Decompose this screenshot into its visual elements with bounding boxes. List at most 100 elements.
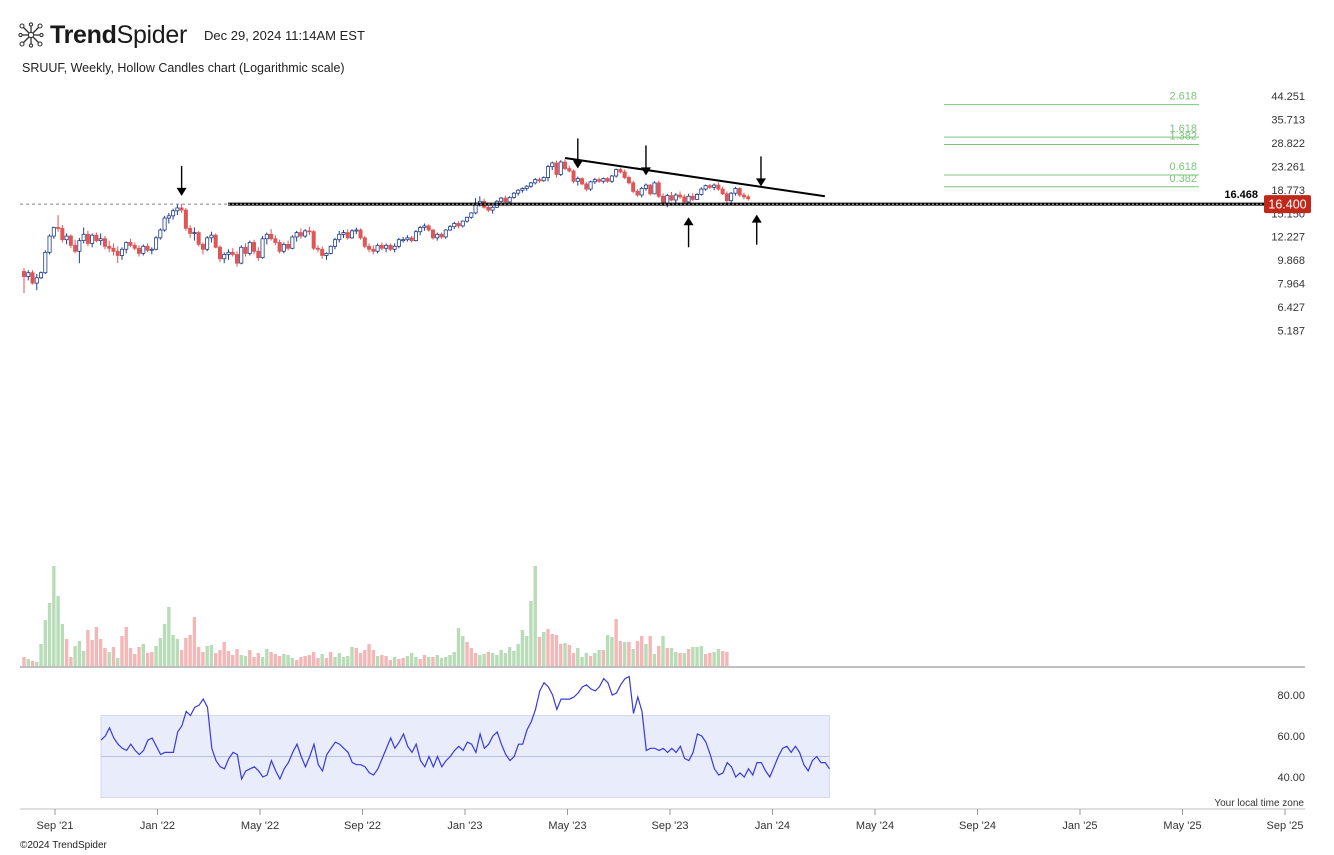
candle-body: [354, 229, 359, 232]
volume-bar: [444, 657, 448, 666]
candle-body: [490, 206, 495, 211]
volume-bar: [367, 644, 371, 666]
rsi-line: [100, 675, 830, 781]
volume-bar: [520, 630, 525, 666]
candle-body: [405, 237, 410, 241]
time-axis-tick: May '25: [1163, 820, 1201, 832]
volume-bar: [226, 651, 231, 666]
candle-body: [528, 182, 533, 187]
volume-bar: [661, 636, 665, 666]
candle-body: [682, 196, 687, 203]
candle-body: [401, 239, 406, 242]
candle-body: [188, 227, 193, 234]
volume-bar: [465, 642, 469, 666]
volume-bar: [243, 656, 248, 666]
brand-name-strong: Trend: [50, 20, 117, 49]
volume-bar: [635, 641, 640, 666]
candle-body: [452, 223, 457, 228]
volume-bar: [337, 653, 341, 666]
candle-body: [733, 188, 738, 194]
volume-bar: [265, 649, 269, 666]
price-axis-tick: 44.251: [1271, 91, 1305, 103]
volume-bar: [580, 657, 584, 666]
candle-body: [73, 244, 78, 252]
volume-bar: [30, 661, 35, 666]
candle-body: [486, 206, 491, 211]
volume-bar: [576, 648, 580, 666]
candle-body: [439, 233, 444, 238]
volume-bar: [499, 650, 503, 666]
volume-bar: [461, 636, 465, 666]
volume-bar: [201, 652, 205, 666]
candle-body: [469, 212, 474, 218]
up-arrow-head: [683, 217, 694, 226]
candle-body: [337, 233, 342, 241]
candle-body: [652, 182, 657, 195]
candle-body: [690, 195, 695, 200]
candle-body: [695, 194, 700, 200]
candle-body: [332, 239, 337, 247]
volume-bar: [597, 650, 601, 666]
candle-body: [149, 248, 154, 251]
candle-body: [213, 234, 218, 248]
volume-bar: [507, 647, 512, 666]
volume-bar: [529, 601, 533, 666]
volume-bar: [167, 607, 171, 666]
price-axis-tick: 9.868: [1277, 255, 1305, 267]
candle-body: [102, 238, 107, 247]
candle-body: [631, 182, 636, 192]
volume-bar: [282, 654, 286, 666]
candle-body: [422, 225, 427, 228]
volume-bar: [354, 648, 358, 666]
candle-body: [183, 209, 188, 229]
time-axis-tick: May '22: [241, 820, 279, 832]
volume-bar: [682, 653, 686, 666]
candle-body: [558, 161, 563, 175]
volume-bar: [456, 628, 461, 666]
brand-logo: TrendSpider: [18, 20, 187, 50]
volume-bar: [252, 657, 256, 666]
volume-bar: [448, 655, 452, 666]
candle-body: [277, 242, 282, 252]
last-price-tag: [1264, 195, 1311, 214]
candle-body: [686, 195, 691, 203]
volume-bar: [329, 652, 333, 666]
candle-body: [737, 188, 742, 196]
chart-timestamp: Dec 29, 2024 11:14AM EST: [204, 28, 365, 43]
volume-bar: [691, 647, 695, 666]
volume-bar: [716, 649, 721, 666]
volume-bar: [708, 653, 712, 666]
candle-body: [533, 179, 538, 184]
candle-body: [43, 251, 48, 274]
candle-body: [520, 188, 525, 191]
volume-bar: [77, 641, 82, 666]
candle-body: [567, 168, 572, 172]
volume-bar: [601, 650, 606, 666]
volume-bar: [175, 639, 180, 666]
volume-bar: [614, 619, 618, 666]
time-axis-tick: Sep '22: [344, 820, 381, 832]
volume-bar: [154, 646, 158, 666]
volume-bar: [260, 657, 265, 666]
candle-body: [384, 244, 389, 249]
volume-bar: [324, 658, 329, 666]
support-level-label: 16.468: [1224, 189, 1258, 201]
candle-body: [643, 184, 648, 189]
candle-body: [68, 235, 73, 246]
volume-bar: [290, 658, 295, 666]
candle-body: [56, 227, 61, 229]
volume-bar: [111, 647, 116, 666]
candle-body: [609, 175, 614, 182]
candle-body: [622, 171, 627, 178]
volume-bar: [86, 630, 90, 666]
candle-body: [158, 229, 163, 239]
volume-bar: [427, 657, 431, 666]
volume-bar: [533, 566, 537, 666]
volume-bar: [622, 642, 627, 666]
volume-bar: [695, 647, 699, 666]
time-axis-tick: May '23: [548, 820, 586, 832]
volume-bar: [94, 627, 99, 666]
volume-bar: [610, 637, 614, 666]
candle-body: [699, 188, 704, 195]
